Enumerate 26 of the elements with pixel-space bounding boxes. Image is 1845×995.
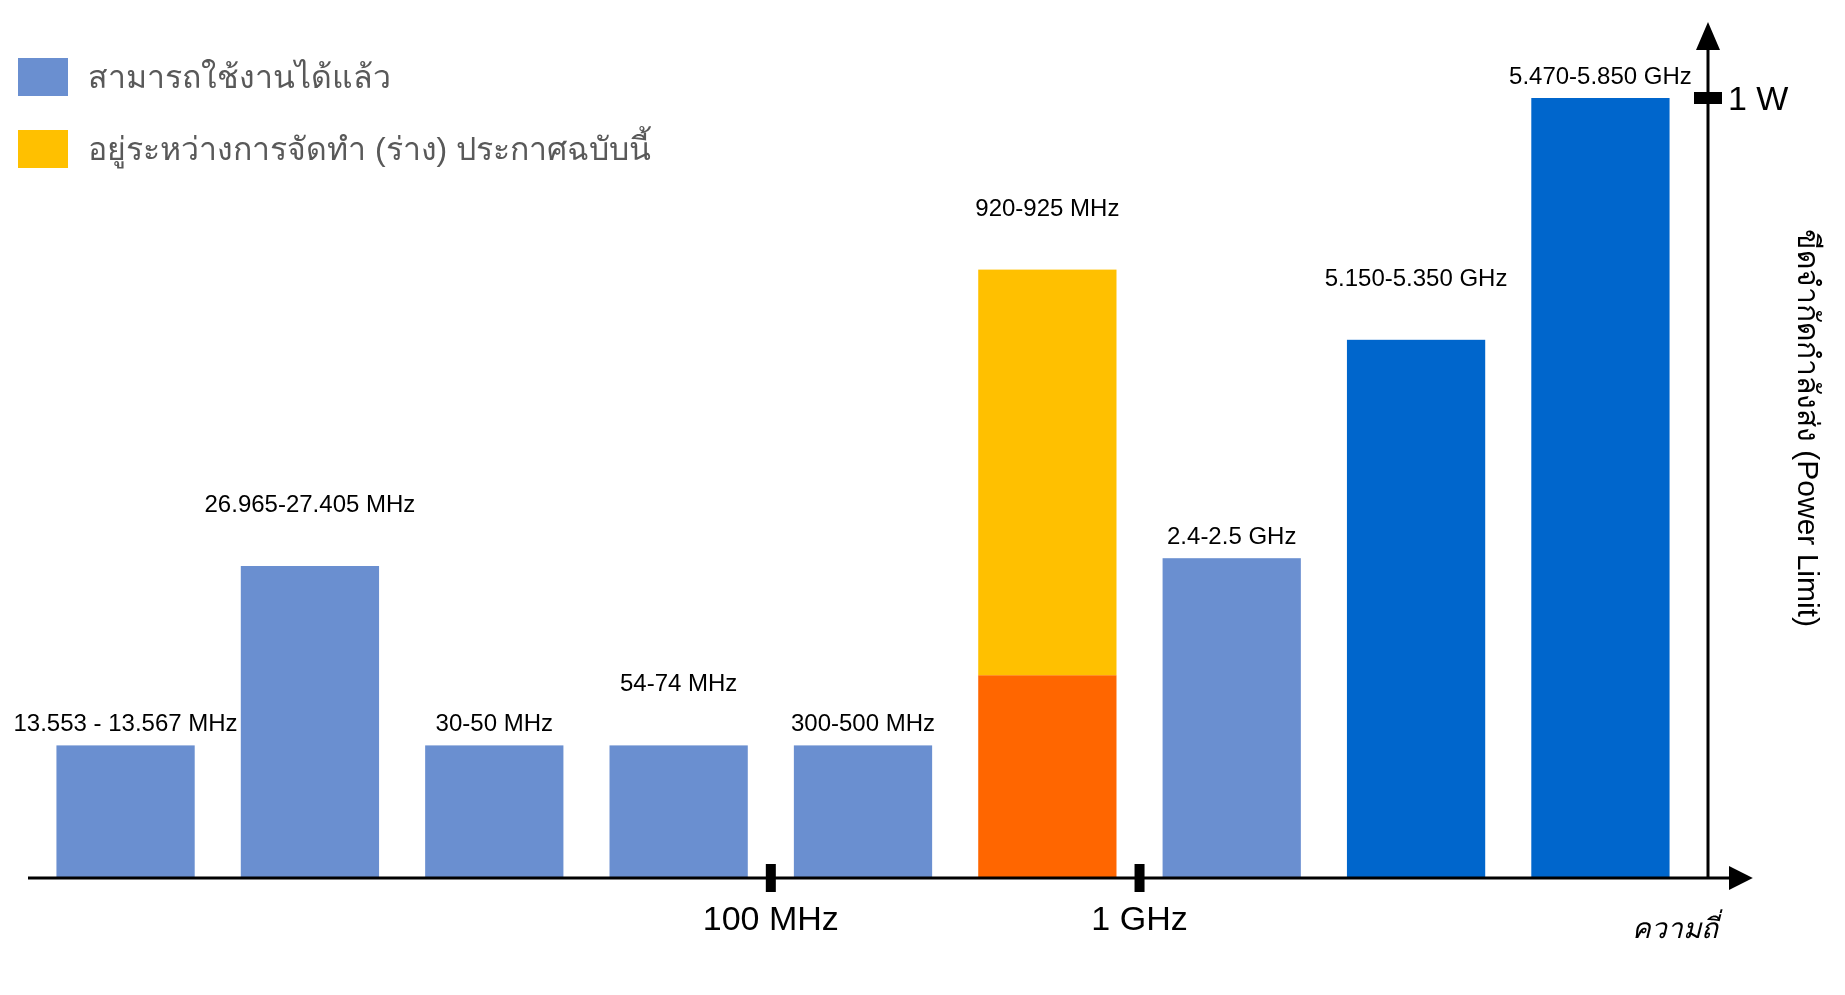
text: 1 GHz <box>1091 899 1188 937</box>
bar <box>240 566 380 878</box>
bar <box>1531 98 1670 878</box>
x-tick-label: 26.965-27.405 MHz <box>204 490 416 517</box>
bar <box>978 675 1117 878</box>
bar <box>609 745 748 878</box>
x-tick-label: 30-50 MHz <box>435 709 553 737</box>
bar <box>425 745 564 878</box>
x-tick-label: 300-500 MHz <box>790 709 936 737</box>
bar <box>56 745 195 878</box>
x-tick-label: 920-925 MHz <box>975 193 1120 221</box>
x-tick-label: 5.470-5.850 GHz <box>1509 62 1692 89</box>
bar <box>793 745 933 878</box>
bar <box>1162 558 1301 878</box>
legend-label: สามารถใช้งานได้แล้ว <box>88 59 391 95</box>
bar <box>1346 339 1486 878</box>
annotation: 1 W <box>1728 79 1789 117</box>
x-tick-label: 5.150-5.350 GHz <box>1324 263 1508 291</box>
x-axis-title: ความถี่ <box>1632 909 1723 944</box>
x-tick-label: 2.4-2.5 GHz <box>1167 522 1297 550</box>
legend-label: อยู่ระหว่างการจัดทำ (ร่าง) ประกาศฉบับนี้ <box>88 126 653 169</box>
x-tick-label: 54-74 MHz <box>619 669 738 697</box>
y-axis-title: ขีดจำกัดกำลังส่ง (Power Limit) <box>1792 228 1825 628</box>
x-tick-label: 13.553 - 13.567 MHz <box>13 709 238 737</box>
bar <box>978 269 1117 676</box>
text: 100 MHz <box>702 899 839 937</box>
